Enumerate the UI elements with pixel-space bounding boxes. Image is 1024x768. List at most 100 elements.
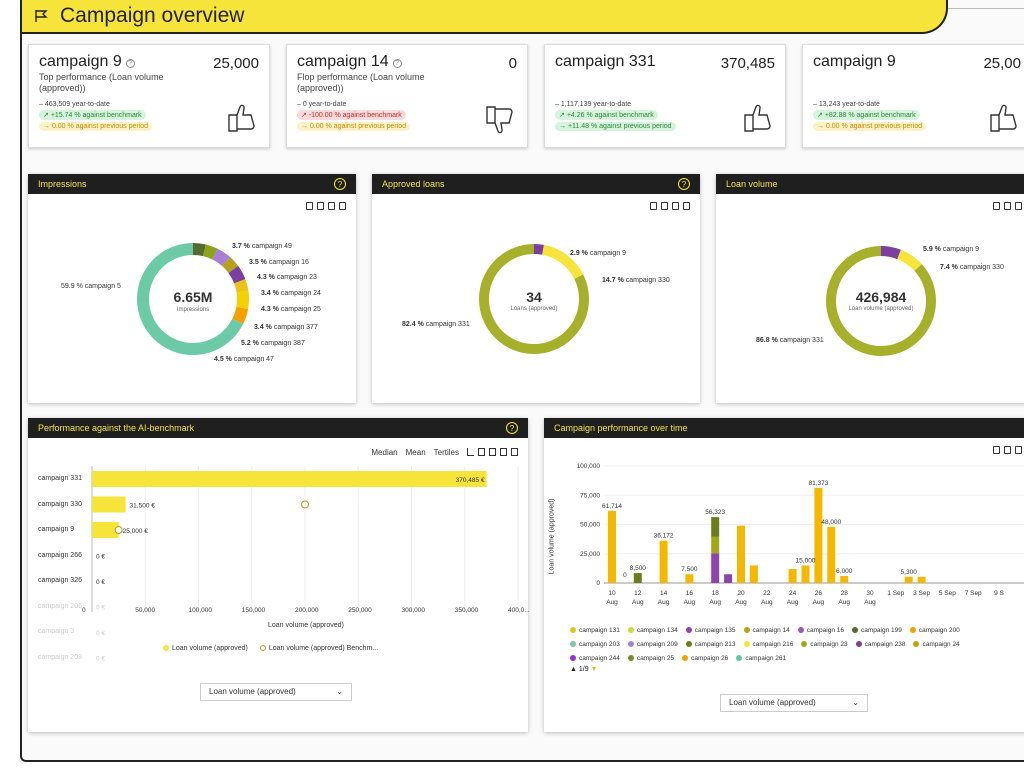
export-csv-icon[interactable] [317, 202, 324, 210]
export-pdf-icon[interactable] [993, 202, 1000, 210]
metric-select[interactable]: Loan volume (approved) ⌄ [200, 683, 352, 701]
print-icon[interactable] [672, 202, 679, 210]
kpi-name: campaign 9 [39, 53, 122, 70]
bar[interactable] [711, 536, 720, 554]
x-tick: 3 Sep [913, 590, 930, 597]
median-toggle[interactable]: Median [371, 448, 398, 457]
fullscreen-icon[interactable] [511, 448, 518, 456]
export-pdf-icon[interactable] [650, 202, 657, 210]
donut-label: 2.9 % campaign 9 [570, 250, 627, 257]
legend-item[interactable]: campaign 26 [682, 653, 728, 664]
donut-slice[interactable] [479, 244, 589, 354]
bar[interactable] [92, 471, 487, 487]
x-tick: 28 [841, 590, 849, 597]
help-icon[interactable]: ? [506, 422, 518, 434]
bar[interactable] [724, 574, 733, 583]
time-legend: campaign 131 campaign 134 campaign 135 camp… [570, 622, 1010, 675]
legend-item[interactable]: campaign 25 [627, 653, 674, 664]
export-csv-icon[interactable] [1004, 446, 1011, 454]
print-icon[interactable] [1015, 446, 1022, 454]
bar[interactable] [814, 487, 823, 583]
x-tick: 18 [712, 590, 720, 597]
legend-item[interactable]: campaign 16 [797, 625, 844, 636]
bar[interactable] [737, 525, 745, 583]
previous-period-badge: → 0.00 % against previous period [297, 122, 411, 131]
legend-item[interactable]: campaign 131 [570, 625, 620, 636]
bar[interactable] [685, 574, 694, 583]
fullscreen-icon[interactable] [339, 202, 346, 210]
x-tick: 5 Sep [939, 590, 956, 597]
category-label: campaign 330 [38, 500, 82, 508]
help-icon[interactable]: ? [392, 59, 402, 68]
print-icon[interactable] [328, 202, 335, 210]
benchmark-marker[interactable] [114, 526, 123, 534]
x-tick: 14 [660, 590, 668, 597]
export-pdf-icon[interactable] [306, 202, 313, 210]
legend-item[interactable]: campaign 238 [855, 639, 905, 650]
legend-item[interactable]: campaign 23 [801, 639, 848, 650]
donut-label: 86.8 % campaign 331 [756, 337, 824, 344]
print-icon[interactable] [1015, 202, 1022, 210]
panel-title: Impressions [38, 179, 87, 189]
loan-volume-donut[interactable] [716, 194, 1024, 403]
bar[interactable] [633, 573, 642, 583]
export-pdf-icon[interactable] [478, 448, 485, 456]
time-chart[interactable]: 100,00075,00050,00025,000061,71408,50036… [544, 458, 1024, 658]
bar[interactable] [711, 553, 720, 583]
donut-slice[interactable] [826, 246, 936, 356]
approved-loans-donut[interactable] [372, 194, 700, 403]
legend-item[interactable]: campaign 209 [627, 639, 678, 650]
donut-slice[interactable] [137, 243, 249, 355]
print-icon[interactable] [500, 448, 507, 456]
legend-item[interactable]: campaign 203 [570, 639, 620, 650]
bar[interactable] [904, 576, 913, 583]
bar[interactable] [749, 565, 758, 583]
bar[interactable] [608, 510, 616, 583]
legend-item[interactable]: campaign 261 [736, 653, 786, 664]
impressions-donut[interactable] [28, 194, 356, 403]
data-label: 48,000 [821, 519, 841, 526]
category-label: campaign 9 [38, 526, 75, 533]
legend-item[interactable]: campaign 134 [627, 625, 678, 636]
bar[interactable] [840, 575, 849, 583]
legend-item[interactable]: campaign 213 [685, 639, 736, 650]
export-pdf-icon[interactable] [993, 446, 1000, 454]
donut-slice[interactable] [137, 243, 249, 355]
help-icon[interactable]: ? [125, 59, 135, 68]
bar[interactable] [92, 496, 126, 513]
bar[interactable] [92, 522, 119, 538]
benchmark-marker[interactable] [301, 500, 309, 509]
export-csv-icon[interactable] [661, 202, 668, 210]
mean-toggle[interactable]: Mean [405, 448, 426, 457]
kpi-card: campaign 331 370,485 – 1,117,139 year-to-d… [544, 44, 786, 148]
data-label: 8,500 [630, 565, 647, 572]
benchmark-chart[interactable]: 370,485 € 31,500 € 25,000 € 0 € 0 € 0 € 0 € 0 € [28, 462, 528, 682]
bar[interactable] [801, 565, 810, 583]
legend-item[interactable]: campaign 199 [852, 625, 902, 636]
donut-label: 3.4 % campaign 377 [254, 324, 318, 331]
export-csv-icon[interactable] [489, 448, 496, 456]
tertiles-toggle[interactable]: Tertiles [433, 448, 459, 457]
bar[interactable] [788, 568, 797, 583]
legend-pager[interactable]: ▲ 1/9 ▼ [570, 666, 598, 673]
bar[interactable] [711, 517, 720, 537]
legend-item[interactable]: campaign 200 [909, 625, 960, 636]
legend-item[interactable]: Loan volume (approved) [163, 645, 248, 652]
legend-item[interactable]: campaign 14 [743, 625, 790, 636]
export-csv-icon[interactable] [1004, 202, 1011, 210]
bar[interactable] [827, 526, 836, 583]
x-tick: 26 [815, 590, 823, 597]
fullscreen-icon[interactable] [683, 202, 690, 210]
legend-item[interactable]: campaign 135 [685, 625, 736, 636]
help-icon[interactable]: ? [334, 178, 346, 190]
legend-item[interactable]: Loan volume (approved) Benchm... [259, 645, 378, 652]
metric-select[interactable]: Loan volume (approved) ⌄ [720, 694, 868, 712]
legend-item[interactable]: campaign 244 [570, 653, 620, 664]
bar[interactable] [917, 576, 926, 583]
legend-item[interactable]: campaign 24 [913, 639, 960, 650]
legend-item[interactable]: campaign 216 [743, 639, 793, 650]
bar[interactable] [659, 540, 668, 583]
sort-icon[interactable] [467, 448, 474, 456]
help-icon[interactable]: ? [678, 178, 690, 190]
kpi-card: campaign 9 25,00 – 13,243 year-to-date ↗ +8… [802, 44, 1024, 148]
